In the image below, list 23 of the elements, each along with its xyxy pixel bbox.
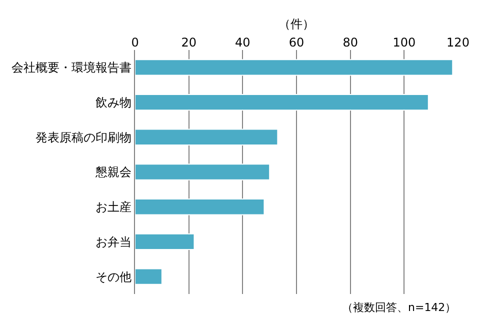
bar <box>135 164 270 180</box>
y-tick-label: お土産 <box>96 200 132 214</box>
bar <box>135 94 429 111</box>
y-tick-label: 飲み物 <box>96 95 132 110</box>
x-tick-label: 100 <box>392 36 416 50</box>
bar <box>135 233 195 250</box>
bar <box>135 268 162 285</box>
y-tick-label: お弁当 <box>96 234 132 249</box>
x-axis-title: （件） <box>278 16 314 31</box>
x-tick-label: 60 <box>288 36 304 50</box>
y-tick-label: その他 <box>96 270 132 284</box>
x-tick-label: 40 <box>235 36 250 50</box>
bar <box>135 128 278 146</box>
y-tick-label: 懇親会 <box>94 165 132 180</box>
bar <box>135 59 454 76</box>
y-tick-label: 発表原稿の印刷物 <box>36 130 132 144</box>
x-tick-label: 0 <box>131 36 139 50</box>
x-tick-label: 80 <box>342 36 358 50</box>
text: （複数回答、n=142） <box>342 301 456 314</box>
x-tick-label: 120 <box>446 36 470 50</box>
y-tick-label: 会社概要・環境報告書 <box>12 60 132 75</box>
x-tick-label: 20 <box>181 36 196 50</box>
bar <box>135 198 265 216</box>
